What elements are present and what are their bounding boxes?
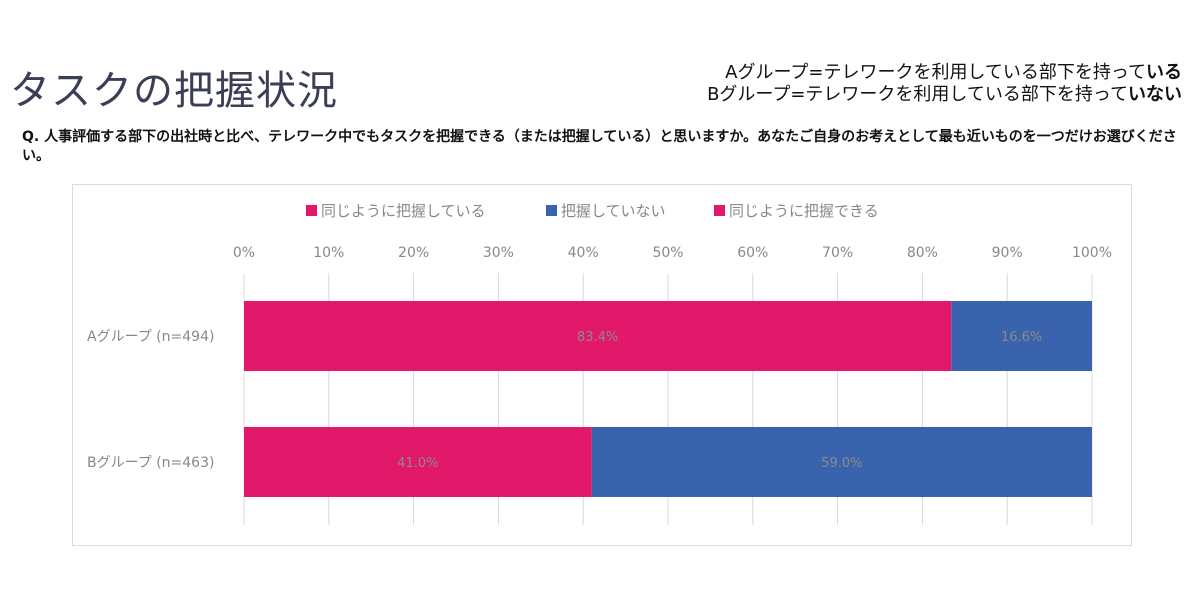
x-tick-label: 0%: [233, 245, 255, 261]
x-tick-label: 40%: [568, 245, 599, 261]
survey-question: Q. 人事評価する部下の出社時と比べ、テレワーク中でもタスクを把握できる（または…: [22, 129, 1177, 164]
group-definitions: Aグループ=テレワークを利用している部下を持っている Bグループ=テレワークを利…: [707, 62, 1182, 106]
x-tick-label: 100%: [1072, 245, 1112, 261]
group-a-definition-text: Aグループ=テレワークを利用している部下を持って: [725, 62, 1146, 83]
stacked-bar-chart: 同じように把握している 把握していない 同じように把握できる 0% 10% 20% 30% 4…: [87, 202, 1112, 525]
legend-label: 同じように把握している: [321, 202, 486, 220]
group-b-definition: Bグループ=テレワークを利用している部下を持っていない: [707, 84, 1182, 106]
data-label: 16.6%: [1001, 330, 1042, 345]
x-tick-label: 10%: [313, 245, 344, 261]
group-b-definition-text: Bグループ=テレワークを利用している部下を持って: [707, 84, 1128, 105]
x-tick-label: 50%: [652, 245, 683, 261]
page-title: タスクの把握状況: [10, 68, 338, 114]
legend-label: 同じように把握できる: [729, 202, 879, 220]
legend-swatch: [306, 205, 317, 216]
x-tick-label: 80%: [907, 245, 938, 261]
x-tick-label: 30%: [483, 245, 514, 261]
bar-segment: [244, 427, 592, 497]
legend-label: 把握していない: [561, 202, 666, 220]
bar-segment: [951, 301, 1092, 371]
group-a-definition-emphasis: いる: [1146, 62, 1182, 83]
data-label: 41.0%: [397, 456, 438, 471]
chart-frame: 同じように把握している 把握していない 同じように把握できる 0% 10% 20% 30% 4…: [72, 184, 1132, 546]
bar-segment: [244, 301, 952, 371]
x-tick-label: 90%: [992, 245, 1023, 261]
x-tick-label: 20%: [398, 245, 429, 261]
data-label: 83.4%: [577, 330, 618, 345]
data-label: 59.0%: [821, 456, 862, 471]
category-label: Aグループ (n=494): [87, 329, 214, 345]
group-b-definition-emphasis: いない: [1128, 84, 1182, 105]
x-tick-label: 60%: [737, 245, 768, 261]
bar-segment: [591, 427, 1092, 497]
group-a-definition: Aグループ=テレワークを利用している部下を持っている: [707, 62, 1182, 84]
category-label: Bグループ (n=463): [87, 455, 214, 471]
x-tick-label: 70%: [822, 245, 853, 261]
legend-swatch: [714, 205, 725, 216]
legend-swatch: [546, 205, 557, 216]
